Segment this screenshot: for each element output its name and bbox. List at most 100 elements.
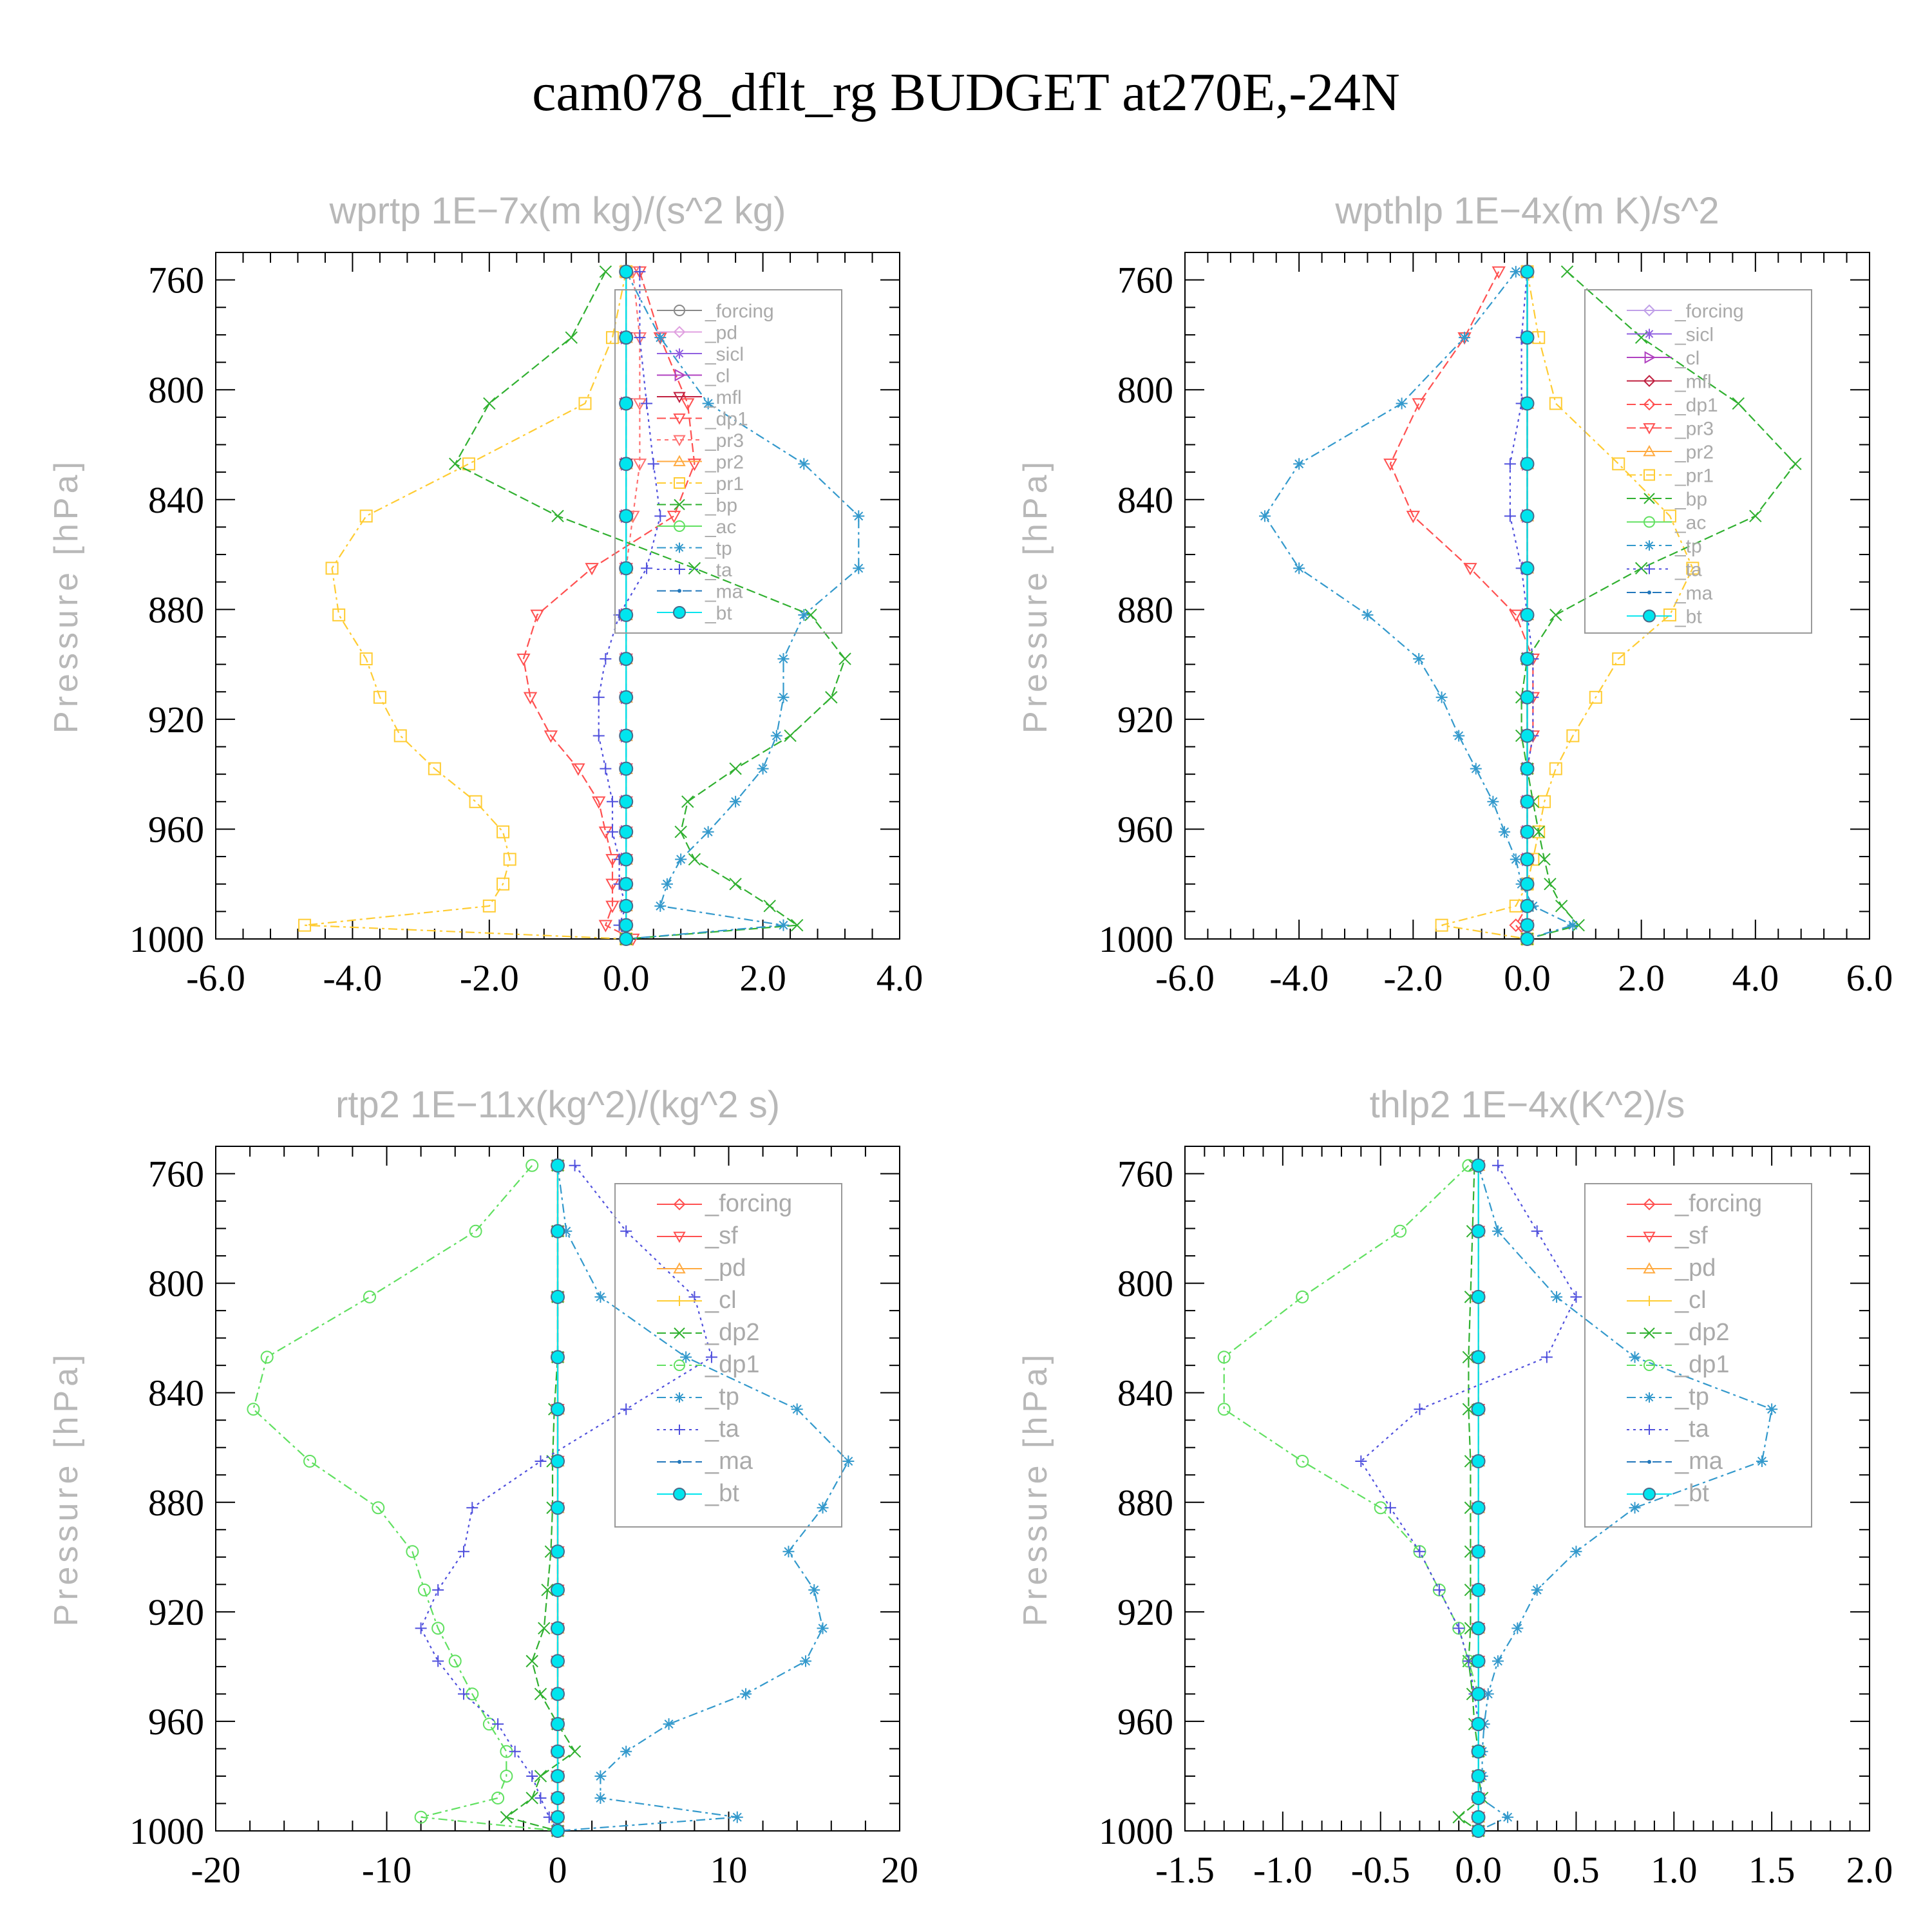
- data-point-marker: [457, 1546, 469, 1558]
- series-line: [304, 271, 627, 940]
- data-point-marker: [538, 1622, 551, 1635]
- legend-entry: _dp1: [1674, 395, 1718, 416]
- x-tick-label: -10: [362, 1849, 412, 1891]
- data-point-marker: [500, 1769, 513, 1783]
- data-point-marker: [619, 652, 634, 667]
- legend-entry: _ma: [1674, 583, 1713, 604]
- data-point-marker: [551, 1582, 565, 1597]
- data-point-marker: [729, 878, 742, 891]
- data-point-marker: [1732, 397, 1745, 410]
- data-point-marker: [1686, 562, 1700, 575]
- series-dp1: [516, 266, 702, 947]
- data-point-marker: [1643, 516, 1655, 528]
- data-point-marker: [654, 510, 667, 522]
- x-tick-label: -6.0: [186, 957, 245, 999]
- data-point-marker: [1293, 458, 1305, 470]
- y-axis-label: Pressure [hPa]: [48, 1351, 85, 1627]
- y-tick-label: 1000: [1099, 1810, 1173, 1852]
- data-point-marker: [578, 397, 592, 410]
- y-tick-label: 1000: [1099, 918, 1173, 960]
- data-point-marker: [448, 1654, 462, 1668]
- y-tick-label: 800: [1117, 369, 1173, 411]
- data-point-marker: [673, 392, 686, 404]
- legend-entry: _bt: [705, 1480, 739, 1507]
- data-point-marker: [1296, 1454, 1309, 1468]
- series-tp: [552, 1159, 855, 1837]
- data-point-marker: [1766, 1403, 1778, 1416]
- series-line: [252, 1165, 558, 1832]
- legend-entry: _bp: [1674, 489, 1707, 510]
- data-point-marker: [619, 852, 634, 867]
- data-point-marker: [393, 729, 407, 743]
- data-point-marker: [619, 330, 634, 345]
- data-point-marker: [1296, 1290, 1309, 1303]
- x-tick-label: -4.0: [1269, 957, 1329, 999]
- data-point-marker: [1634, 562, 1648, 575]
- data-point-marker: [466, 1502, 478, 1514]
- panel-title: wprtp 1E−7x(m kg)/(s^2 kg): [329, 190, 786, 232]
- data-point-marker: [817, 1502, 829, 1514]
- data-point-marker: [1492, 1225, 1504, 1237]
- legend: _forcing_pd_sicl_cl_mfl_dp1_pr3_pr2_pr1_…: [614, 289, 842, 634]
- data-point-marker: [1644, 1296, 1654, 1306]
- data-point-marker: [1463, 563, 1477, 576]
- legend-entry: _tp: [705, 538, 732, 560]
- data-point-marker: [526, 1770, 538, 1782]
- data-point-marker: [674, 1392, 685, 1403]
- data-point-marker: [1612, 652, 1625, 666]
- data-point-marker: [448, 457, 462, 471]
- legend-entry: _bt: [705, 603, 732, 624]
- data-point-marker: [260, 1350, 274, 1364]
- y-tick-label: 920: [148, 1591, 204, 1633]
- data-point-marker: [594, 1291, 607, 1303]
- x-tick-label: 10: [710, 1849, 748, 1891]
- legend-entry: _mfl: [705, 387, 742, 408]
- data-point-marker: [1643, 423, 1656, 435]
- series-bt: [1520, 264, 1535, 946]
- data-point-marker: [1471, 1768, 1486, 1783]
- legend-entry: _dp2: [705, 1319, 760, 1346]
- data-point-marker: [1520, 794, 1535, 809]
- legend: _forcing _sf _pd _cl _dp2 _dp1 _tp _ta _ma _bt: [614, 1183, 842, 1528]
- data-point-marker: [568, 1745, 582, 1758]
- data-point-marker: [500, 1811, 513, 1824]
- legend-entry: _cl: [705, 366, 730, 387]
- data-point-marker: [1396, 397, 1408, 410]
- legend-entry: _pr2: [705, 452, 744, 473]
- data-point-marker: [1471, 1687, 1486, 1701]
- series-bt: [551, 1158, 565, 1838]
- data-point-marker: [619, 876, 634, 891]
- data-point-marker: [619, 728, 634, 743]
- data-point-marker: [619, 898, 634, 913]
- data-point-marker: [654, 900, 667, 912]
- legend-entry: _ac: [705, 516, 736, 538]
- data-point-marker: [647, 458, 659, 470]
- data-point-marker: [363, 1290, 376, 1303]
- y-tick-label: 800: [148, 369, 204, 411]
- legend-entry: _tp: [705, 1383, 739, 1410]
- data-point-marker: [674, 348, 685, 359]
- data-point-marker: [1414, 1403, 1426, 1416]
- data-point-marker: [544, 730, 558, 743]
- data-point-marker: [667, 511, 681, 524]
- x-tick-label: 2.0: [739, 957, 786, 999]
- data-point-marker: [431, 1622, 445, 1635]
- data-point-marker: [673, 455, 686, 466]
- data-point-marker: [1520, 852, 1535, 867]
- data-point-marker: [619, 607, 634, 622]
- data-point-marker: [674, 542, 685, 553]
- legend-entry: _pr2: [1674, 442, 1714, 463]
- data-point-marker: [1471, 1810, 1486, 1824]
- data-point-marker: [757, 762, 769, 775]
- y-tick-label: 760: [1117, 1153, 1173, 1195]
- data-point-marker: [1504, 510, 1516, 522]
- data-point-marker: [1520, 652, 1535, 667]
- data-point-marker: [1520, 457, 1535, 471]
- y-tick-label: 920: [148, 699, 204, 741]
- series-dp1: [1217, 1159, 1485, 1837]
- data-point-marker: [594, 1770, 607, 1782]
- data-point-marker: [1471, 1582, 1486, 1597]
- legend-entry: _dp2: [1674, 1319, 1730, 1346]
- series-bt: [619, 264, 634, 946]
- data-point-marker: [1471, 1350, 1486, 1365]
